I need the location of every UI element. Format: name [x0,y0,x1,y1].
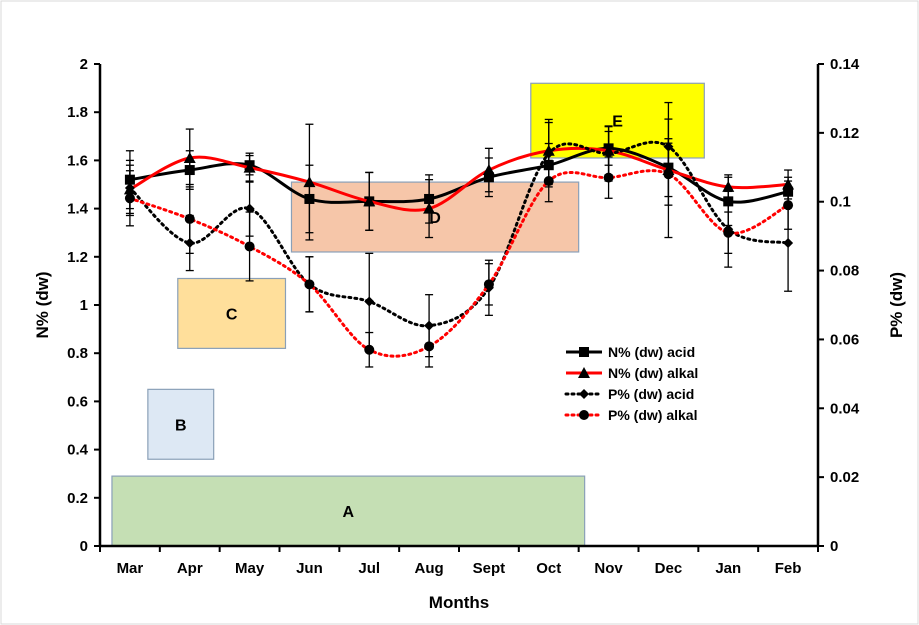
legend-label-3: P% (dw) alkal [608,407,697,423]
x-tick-label-feb: Feb [775,560,802,577]
data-point-3-10 [723,227,734,238]
y-tick-label-left: 1.4 [67,201,89,218]
x-axis-title: Months [429,593,489,612]
data-point-3-6 [483,279,494,290]
y-tick-label-right: 0.08 [830,263,859,280]
annotation-boxes: A B C D E [111,82,705,547]
data-point-3-3 [304,279,315,290]
y-axis-title-left: N% (dw) [33,271,52,338]
x-tick-label-apr: Apr [177,560,203,577]
legend-label-1: N% (dw) alkal [608,365,698,381]
data-point-3-9 [663,169,674,180]
data-point-1-2 [243,161,256,173]
legend-label-2: P% (dw) acid [608,386,694,402]
data-point-1-1 [183,151,196,163]
annotation-label-c: C [226,306,238,323]
y-tick-label-right: 0.06 [830,331,859,348]
y-tick-label-left: 0.2 [67,490,88,507]
data-point-3-2 [244,241,255,252]
data-point-3-4 [364,344,375,355]
legend-marker-2 [579,389,589,399]
x-tick-label-may: May [235,560,265,577]
annotation-label-a: A [343,504,355,521]
legend-marker-3 [579,410,589,420]
x-tick-label-aug: Aug [414,560,443,577]
x-tick-label-nov: Nov [594,560,623,577]
x-tick-label-jul: Jul [358,560,380,577]
legend-marker-0 [579,347,589,357]
y-tick-label-right: 0.04 [830,400,860,417]
annotation-label-e: E [612,114,623,131]
data-point-2-2 [244,203,255,214]
legend-label-0: N% (dw) acid [608,344,695,360]
data-point-2-4 [364,296,375,307]
y-tick-label-left: 0 [80,538,88,555]
data-point-1-10 [722,180,735,192]
legend-marker-1 [578,367,590,378]
y-tick-label-right: 0.02 [830,469,859,486]
x-tick-label-oct: Oct [536,560,561,577]
legend: N% (dw) acid N% (dw) alkal P% (dw) acid P% … [564,344,698,423]
y-tick-label-left: 2 [80,56,88,73]
y-tick-label-left: 1.6 [67,152,88,169]
data-point-3-8 [603,172,614,183]
data-point-1-6 [482,164,495,176]
annotation-box-b [147,388,215,460]
annotation-box-c [177,277,287,349]
series [123,101,795,368]
y-tick-label-left: 1 [80,297,88,314]
y-tick-label-left: 0.6 [67,393,88,410]
data-point-3-1 [184,213,195,224]
x-tick-label-jun: Jun [296,560,323,577]
data-point-1-5 [423,202,436,214]
x-tick-label-jan: Jan [715,560,741,577]
y-tick-label-right: 0.1 [830,194,851,211]
x-tick-label-dec: Dec [655,560,683,577]
data-point-1-3 [303,176,316,188]
series-3 [124,142,794,368]
annotation-label-b: B [175,417,187,434]
y-axis-title-right: P% (dw) [887,272,906,338]
data-point-1-4 [363,195,376,207]
y-tick-label-right: 0 [830,538,838,555]
data-point-3-5 [424,341,435,352]
data-point-2-11 [783,238,794,249]
data-point-2-7 [543,148,554,159]
data-point-3-11 [783,200,794,211]
annotation-label-d: D [429,210,441,227]
y-tick-label-left: 1.8 [67,104,88,121]
y-tick-label-right: 0.14 [830,56,860,73]
annotation-box-a [111,475,586,547]
data-point-3-7 [543,176,554,187]
x-tick-label-mar: Mar [117,560,144,577]
data-point-2-8 [603,148,614,159]
axes: 0 0.2 0.4 0.6 0.8 1 1.2 1.4 1.6 1.8 2 0 0.02 0.04 0.06… [33,56,906,612]
x-tick-label-sept: Sept [473,560,506,577]
y-tick-label-left: 1.2 [67,249,88,266]
y-tick-label-left: 0.4 [67,442,89,459]
y-tick-label-left: 0.8 [67,345,88,362]
data-point-3-0 [124,193,135,204]
y-tick-label-right: 0.12 [830,125,859,142]
